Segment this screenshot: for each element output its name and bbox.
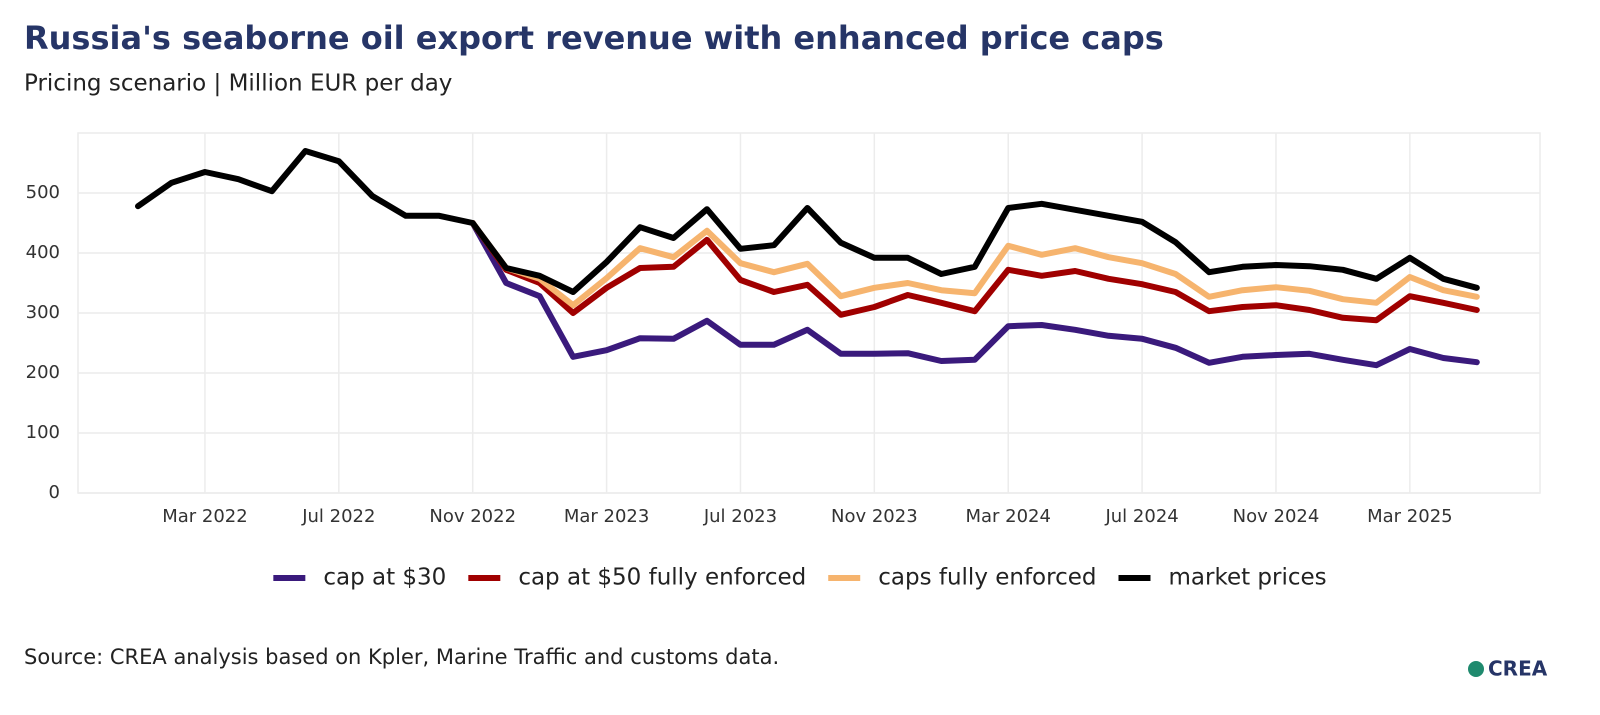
y-tick-label: 200 — [26, 362, 60, 383]
series-line — [469, 220, 1480, 309]
logo-icon — [1468, 661, 1484, 677]
x-tick-label: Mar 2022 — [162, 506, 248, 527]
x-tick-label: Jul 2022 — [301, 506, 375, 527]
chart-subtitle: Pricing scenario | Million EUR per day — [24, 71, 452, 97]
legend-label: cap at $50 fully enforced — [518, 565, 806, 591]
x-tick-label: Mar 2025 — [1367, 506, 1453, 527]
legend-label: cap at $30 — [323, 565, 446, 591]
plot-frame — [77, 132, 1541, 494]
x-tick-label: Nov 2022 — [429, 506, 516, 527]
source-note: Source: CREA analysis based on Kpler, Ma… — [24, 645, 779, 669]
y-tick-label: 300 — [26, 302, 60, 323]
legend-label: market prices — [1168, 565, 1326, 591]
x-tick-label: Mar 2024 — [965, 506, 1051, 527]
x-tick-label: Jul 2024 — [1104, 506, 1178, 527]
y-tick-label: 500 — [26, 182, 60, 203]
x-tick-label: Mar 2023 — [564, 506, 650, 527]
series-line — [135, 148, 1480, 295]
y-tick-label: 100 — [26, 422, 60, 443]
x-tick-label: Nov 2023 — [831, 506, 918, 527]
y-tick-label: 400 — [26, 242, 60, 263]
legend-label: caps fully enforced — [878, 565, 1096, 591]
series-line — [469, 220, 1480, 324]
legend: cap at $30 cap at $50 fully enforced caps … — [273, 565, 1327, 591]
logo-text: CREA — [1488, 657, 1548, 681]
x-tick-label: Nov 2024 — [1233, 506, 1320, 527]
series-line — [469, 220, 1480, 369]
chart-title: Russia's seaborne oil export revenue wit… — [24, 19, 1164, 57]
logo: CREA — [1468, 657, 1548, 681]
y-tick-label: 0 — [49, 482, 60, 503]
x-tick-label: Jul 2023 — [703, 506, 777, 527]
